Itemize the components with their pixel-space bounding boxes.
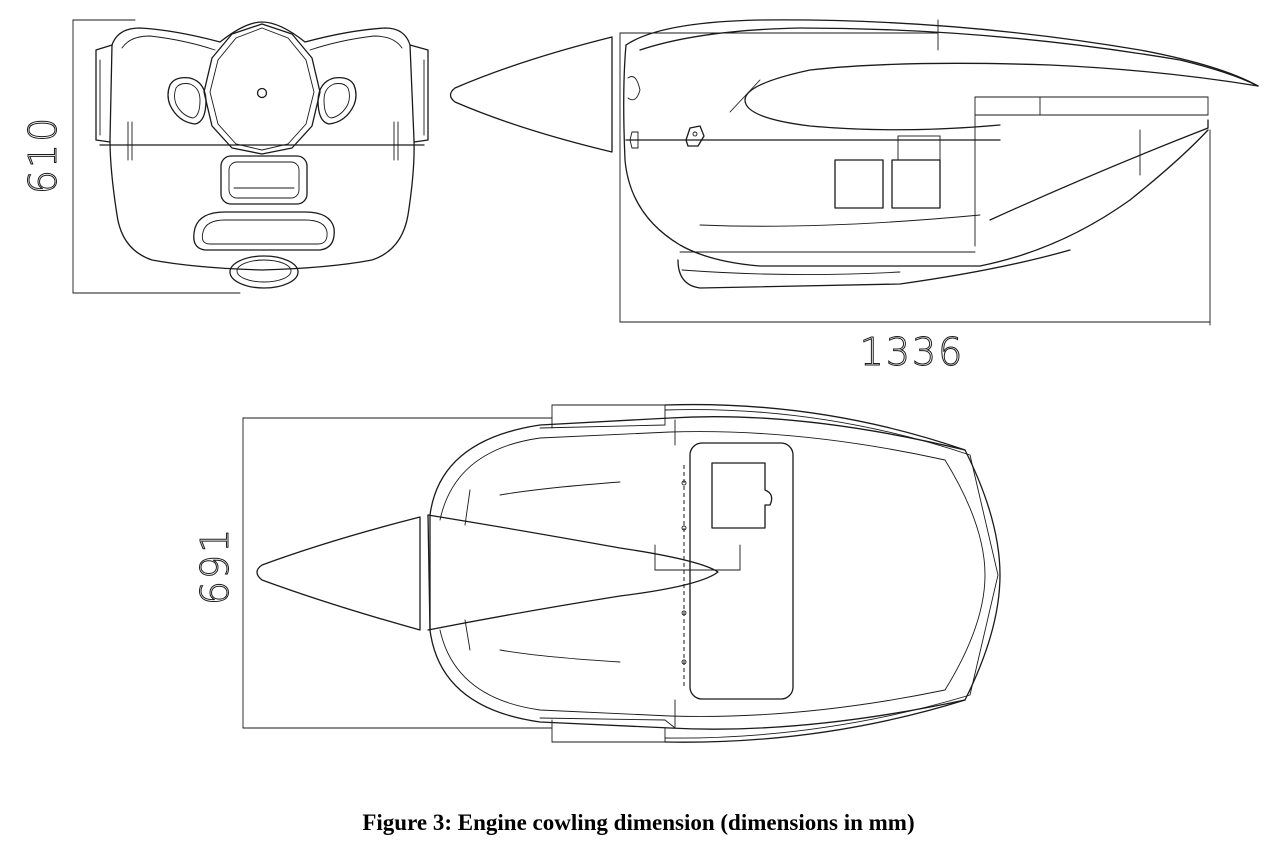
- side-view: 1336: [449, 19, 1259, 375]
- dimension-label-610: 610: [21, 116, 65, 195]
- front-cowl-outline: [109, 21, 415, 271]
- side-vents: [834, 135, 941, 209]
- top-center-channel: [427, 514, 719, 631]
- top-cowl-outline: [429, 416, 1001, 730]
- side-cowl-body: [623, 44, 1209, 267]
- top-view: 691: [193, 403, 1001, 743]
- top-spinner: [256, 516, 421, 631]
- dimension-width-691: 691: [193, 417, 553, 729]
- front-view: 610: [21, 19, 429, 294]
- front-spinner: [203, 23, 321, 155]
- side-cowl-upper: [625, 19, 1259, 87]
- side-spinner: [449, 36, 613, 153]
- dimension-label-691: 691: [193, 527, 237, 606]
- dimension-length-1336: 1336: [619, 129, 1211, 375]
- dimension-height-610: 610: [21, 19, 241, 294]
- top-access-door: [681, 442, 794, 700]
- dimension-label-1336: 1336: [860, 330, 965, 374]
- figure-caption: Figure 3: Engine cowling dimension (dime…: [362, 810, 915, 835]
